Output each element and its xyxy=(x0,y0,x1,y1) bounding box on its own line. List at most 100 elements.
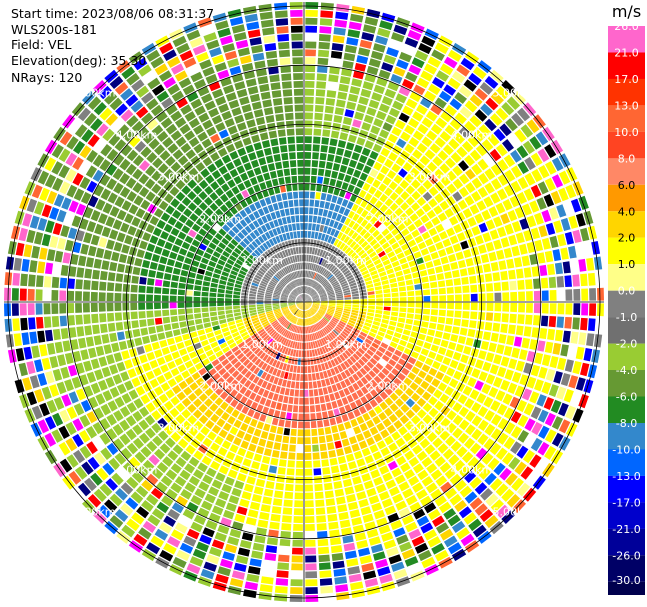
ppi-gate xyxy=(312,215,318,223)
ppi-gate xyxy=(326,262,332,269)
ppi-gate xyxy=(504,369,514,381)
ppi-gate xyxy=(435,330,443,339)
ppi-gate xyxy=(554,262,563,275)
ppi-gate xyxy=(319,200,325,209)
ppi-gate xyxy=(557,289,565,301)
ppi-gate xyxy=(387,251,396,258)
ppi-gate xyxy=(490,261,499,272)
ppi-gate xyxy=(322,269,327,276)
ppi-gate xyxy=(509,195,520,208)
ppi-gate xyxy=(445,246,454,255)
ppi-gate xyxy=(474,109,488,122)
ppi-gate xyxy=(437,150,449,161)
ppi-gate xyxy=(334,313,341,318)
ppi-gate xyxy=(338,83,349,93)
ppi-gate xyxy=(386,47,399,58)
ppi-gate xyxy=(440,111,453,123)
ppi-gate xyxy=(361,147,371,157)
ppi-gate xyxy=(479,82,494,95)
ppi-gate xyxy=(369,251,377,258)
ppi-gate xyxy=(461,276,469,285)
ppi-gate xyxy=(439,231,448,240)
ppi-gate xyxy=(335,11,349,20)
ppi-gate xyxy=(471,191,482,202)
ppi-gate xyxy=(305,65,316,73)
ppi-gate xyxy=(545,368,556,382)
ppi-gate xyxy=(417,185,427,195)
ppi-gate xyxy=(411,190,421,201)
ppi-gate xyxy=(391,307,399,312)
ppi-gate xyxy=(508,134,521,148)
ppi-gate xyxy=(348,262,355,269)
colorbar-tick-label: 13.0 xyxy=(614,99,639,112)
ppi-gate xyxy=(346,260,353,267)
ppi-gate xyxy=(334,288,342,292)
ppi-gate xyxy=(322,129,331,137)
ppi-gate xyxy=(531,168,543,183)
ppi-gate xyxy=(396,59,409,70)
ppi-gate xyxy=(478,312,486,321)
ppi-gate xyxy=(332,163,341,171)
ppi-gate xyxy=(332,317,340,322)
ppi-gate xyxy=(401,334,409,342)
ppi-gate xyxy=(322,185,329,193)
ppi-gate xyxy=(358,47,371,57)
ppi-gate xyxy=(352,222,360,231)
ppi-gate xyxy=(315,224,320,232)
ppi-gate xyxy=(486,293,494,302)
ppi-gate xyxy=(380,165,390,175)
ppi-gate xyxy=(336,305,344,308)
ppi-gate xyxy=(458,160,469,172)
ppi-gate xyxy=(386,268,394,275)
ppi-gate xyxy=(308,215,313,223)
ppi-gate xyxy=(377,224,386,233)
ppi-gate xyxy=(478,371,488,382)
ppi-gate xyxy=(333,238,340,247)
ppi-gate xyxy=(366,175,375,185)
ppi-gate xyxy=(549,356,559,369)
ppi-gate xyxy=(509,280,517,291)
ppi-gate xyxy=(449,98,462,111)
ppi-gate xyxy=(471,368,481,379)
ppi-gate xyxy=(416,142,428,154)
ppi-gate xyxy=(321,217,327,225)
ppi-gate xyxy=(430,251,439,260)
ppi-gate xyxy=(311,306,318,310)
ppi-gate xyxy=(345,142,355,151)
ppi-gate xyxy=(320,303,328,306)
ppi-gate xyxy=(412,130,424,141)
ppi-gate xyxy=(411,57,425,69)
ppi-gate xyxy=(434,193,444,204)
colorbar-tick-label: 4.0 xyxy=(618,205,636,218)
ppi-gate xyxy=(518,303,526,313)
ppi-gate xyxy=(502,199,513,211)
ppi-gate xyxy=(424,220,434,230)
ppi-gate xyxy=(419,155,431,166)
ppi-gate xyxy=(395,156,406,167)
ppi-gate xyxy=(304,295,309,301)
ppi-gate xyxy=(462,294,470,302)
ppi-gate xyxy=(304,294,308,301)
ppi-gate xyxy=(304,175,310,183)
ppi-gate xyxy=(446,183,457,194)
ppi-gate xyxy=(305,298,312,302)
ppi-gate xyxy=(483,396,494,408)
ppi-gate xyxy=(325,161,333,170)
ppi-gate xyxy=(496,344,505,355)
ppi-gate xyxy=(444,104,458,117)
ppi-gate xyxy=(492,272,501,282)
ppi-gate xyxy=(445,279,454,287)
colorbar-tick-label: -17.0 xyxy=(612,496,640,509)
ppi-gate xyxy=(489,229,499,240)
ppi-gate xyxy=(355,276,363,282)
ppi-gate xyxy=(442,238,452,248)
ppi-gate xyxy=(429,143,441,154)
ppi-gate xyxy=(365,212,374,221)
ppi-gate xyxy=(314,112,323,121)
ppi-gate xyxy=(305,302,312,304)
ppi-gate xyxy=(364,16,379,26)
ppi-gate xyxy=(350,285,358,290)
ppi-gate xyxy=(390,316,398,322)
ppi-gate xyxy=(316,184,322,192)
ppi-gate xyxy=(496,85,510,100)
